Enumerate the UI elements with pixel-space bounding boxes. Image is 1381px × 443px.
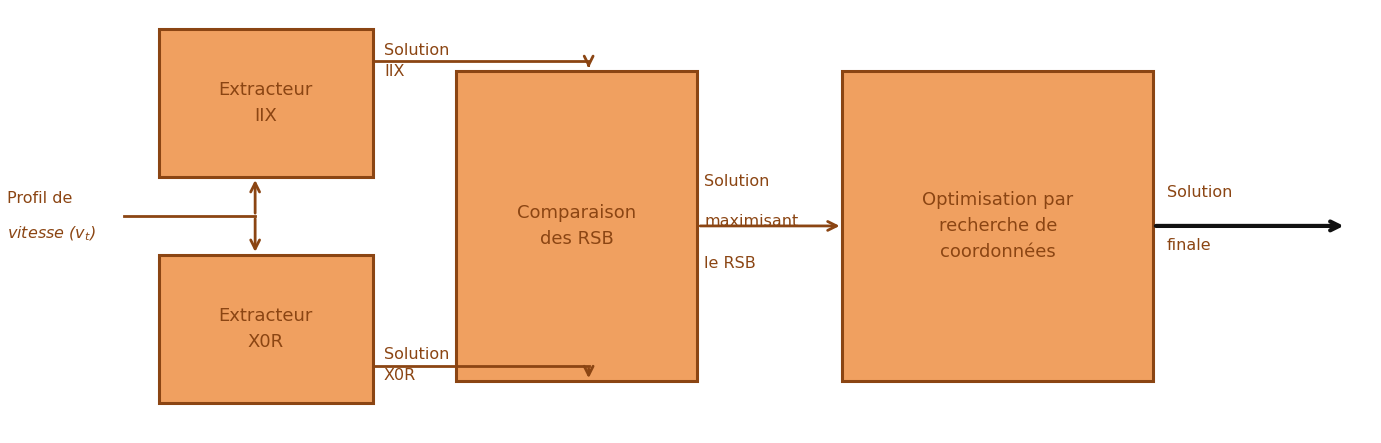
Text: Comparaison
des RSB: Comparaison des RSB [516,204,637,248]
FancyBboxPatch shape [159,29,373,177]
Text: finale: finale [1167,238,1211,253]
Text: Optimisation par
recherche de
coordonnées: Optimisation par recherche de coordonnée… [923,190,1073,261]
Text: le RSB: le RSB [704,256,755,271]
Text: maximisant: maximisant [704,214,798,229]
Text: IIX: IIX [384,64,405,79]
Text: Extracteur
IIX: Extracteur IIX [218,81,313,125]
Text: vitesse ($v_t$): vitesse ($v_t$) [7,225,95,243]
Text: Solution: Solution [704,174,769,189]
Text: Solution: Solution [384,43,449,58]
Text: Profil de: Profil de [7,191,72,206]
FancyBboxPatch shape [842,71,1153,381]
FancyBboxPatch shape [456,71,697,381]
Text: Solution: Solution [1167,185,1232,200]
Text: Extracteur
X0R: Extracteur X0R [218,307,313,351]
Text: Solution: Solution [384,347,449,362]
Text: X0R: X0R [384,368,416,383]
FancyBboxPatch shape [159,255,373,403]
